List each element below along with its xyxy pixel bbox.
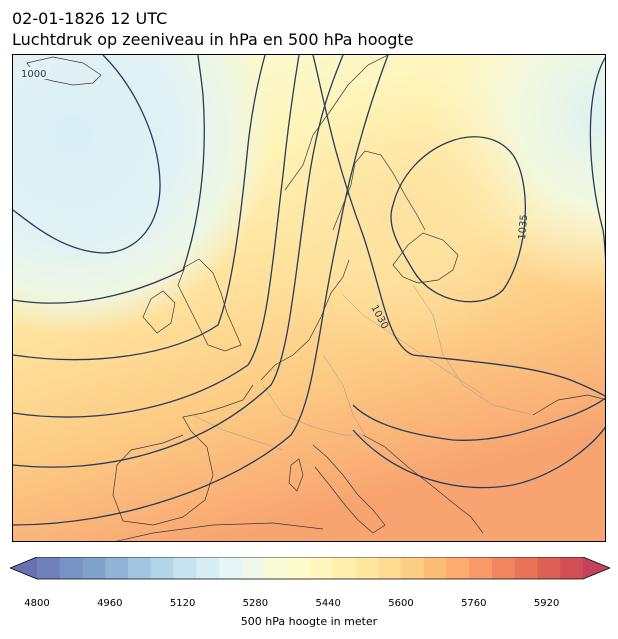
colorbar-tick-label: 5760 <box>461 598 487 609</box>
coast-sardinia <box>288 458 304 492</box>
isobar-1035-closed-high <box>390 136 526 303</box>
colorbar-cell <box>59 557 83 579</box>
border-germany <box>322 354 366 436</box>
colorbar-outline <box>10 557 610 580</box>
weather-map-canvas: 1000 1030 1035 <box>13 55 605 541</box>
colorbar-cell <box>560 557 584 579</box>
colorbar-tick-label: 4960 <box>97 598 123 609</box>
colorbar <box>10 557 610 580</box>
coast-black-sea <box>532 394 605 416</box>
isobar-east <box>589 57 605 259</box>
colorbar-min-extension <box>10 557 37 579</box>
isobar-1010 <box>13 55 266 361</box>
weather-map: 1000 1030 1035 <box>12 54 606 542</box>
country-borders <box>192 284 534 451</box>
isobar-1030 <box>312 55 605 397</box>
coastlines <box>26 55 605 541</box>
colorbar-cells <box>37 557 584 579</box>
coast-italy <box>312 444 386 534</box>
colorbar-cell <box>310 557 334 579</box>
colorbar-tick-label: 4800 <box>24 598 50 609</box>
colorbar-cell <box>446 557 470 579</box>
isobar-1000-closed-low <box>13 55 161 254</box>
colorbar-cell <box>378 557 402 579</box>
isobars <box>13 55 605 526</box>
colorbar-cell <box>492 557 516 579</box>
colorbar-tick-label: 5440 <box>315 598 341 609</box>
map-date-title: 02-01-1826 12 UTC <box>12 9 168 28</box>
border-france-spain <box>192 414 284 451</box>
colorbar-max-extension <box>583 557 610 579</box>
colorbar-cell <box>37 557 61 579</box>
colorbar-cell <box>401 557 425 579</box>
colorbar-cell <box>105 557 129 579</box>
height-field-high <box>13 55 605 541</box>
colorbar-tick-label: 5280 <box>242 598 269 609</box>
isobar-label-1035: 1035 <box>517 214 530 240</box>
border-poland <box>412 284 534 416</box>
border-central <box>262 384 365 436</box>
coast-north-africa <box>116 522 324 541</box>
coast-baltic <box>392 232 459 284</box>
isobar-1025-southeast <box>352 426 605 489</box>
colorbar-cell <box>332 557 356 579</box>
colorbar-cell <box>423 557 447 579</box>
isobar-label-bg-1000 <box>17 67 49 79</box>
colorbar-cell <box>514 557 538 579</box>
isobar-1030-south <box>352 397 605 441</box>
colorbar-cell <box>150 557 174 579</box>
colorbar-cell <box>196 557 220 579</box>
map-subtitle: Luchtdruk op zeeniveau in hPa en 500 hPa… <box>12 30 414 49</box>
colorbar-cell <box>241 557 265 579</box>
isobar-1015 <box>13 55 300 418</box>
isobar-label-1000: 1000 <box>21 69 46 80</box>
colorbar-cell <box>128 557 152 579</box>
colorbar-cell <box>469 557 493 579</box>
coast-balkans <box>362 434 484 534</box>
colorbar-cell <box>264 557 288 579</box>
isobar-1025 <box>13 55 389 526</box>
isobar-1005 <box>13 55 205 304</box>
colorbar-cell <box>355 557 379 579</box>
coast-scandinavia <box>284 55 426 231</box>
coast-ireland <box>142 290 176 334</box>
colorbar-cell <box>537 557 561 579</box>
coast-north-sea <box>260 259 350 381</box>
colorbar-label: 500 hPa hoogte in meter <box>240 615 378 628</box>
colorbar-cell <box>219 557 243 579</box>
colorbar-cell <box>173 557 197 579</box>
colorbar-tick-label: 5600 <box>388 598 414 609</box>
colorbar-cell <box>82 557 106 579</box>
colorbar-tick-label: 5120 <box>169 598 196 609</box>
isobar-1020 <box>13 55 344 468</box>
coast-great-britain <box>177 258 242 352</box>
colorbar-cell <box>287 557 311 579</box>
border-east <box>342 294 484 396</box>
colorbar-tick-label: 5920 <box>533 598 560 609</box>
